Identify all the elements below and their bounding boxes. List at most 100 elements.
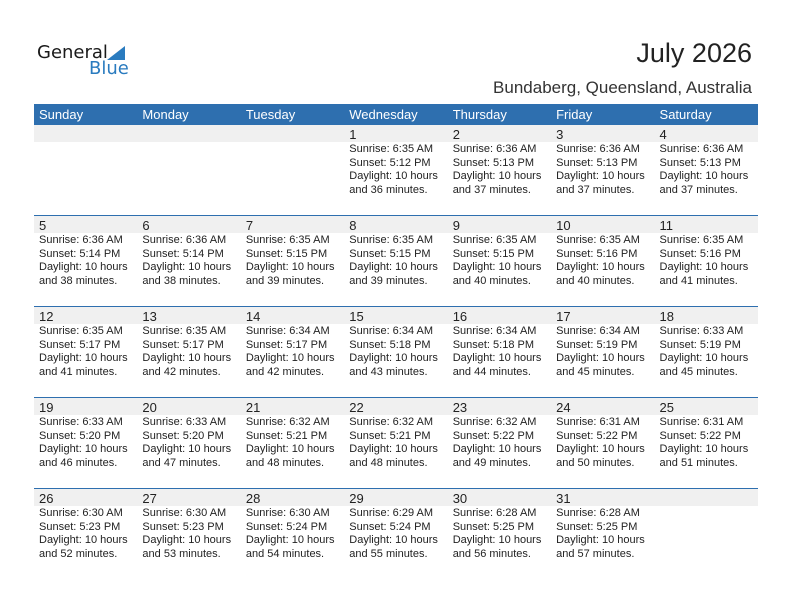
day-number-band	[551, 216, 655, 233]
sunset-text: Sunset: 5:13 PM	[452, 156, 535, 169]
sunrise-text: Sunrise: 6:32 AM	[245, 416, 330, 428]
sunrise-text: Sunrise: 6:36 AM	[452, 143, 537, 155]
day-sun-info: Sunrise: 6:33 AM Sunset: 5:19 PM Daylight:…	[655, 325, 758, 379]
sunrise-text: Sunrise: 6:28 AM	[556, 507, 640, 519]
calendar-week-row: 12 Sunrise: 6:35 AM Sunset: 5:17 PM Dayligh…	[34, 306, 758, 397]
day-cell: 22 Sunrise: 6:32 AM Sunset: 5:21 PM Dayligh…	[344, 398, 448, 488]
daylight-text: Daylight: 10 hours	[659, 443, 749, 455]
day-cell: 16 Sunrise: 6:34 AM Sunset: 5:18 PM Dayligh…	[447, 307, 552, 397]
minutes-text: and 54 minutes.	[245, 547, 325, 560]
day-number-band	[240, 398, 345, 415]
logo-text-general: General	[37, 42, 108, 63]
day-sun-info: Sunrise: 6:28 AM Sunset: 5:25 PM Daylight:…	[551, 507, 654, 561]
day-number: 9	[452, 218, 460, 233]
day-cell: 21 Sunrise: 6:32 AM Sunset: 5:21 PM Dayligh…	[240, 398, 345, 488]
logo-text-blue: Blue	[89, 58, 129, 79]
sunrise-text: Sunrise: 6:35 AM	[245, 234, 330, 246]
minutes-text: and 37 minutes.	[556, 183, 635, 196]
daylight-text: Daylight: 10 hours	[556, 534, 645, 546]
day-sun-info: Sunrise: 6:32 AM Sunset: 5:22 PM Daylight:…	[448, 416, 551, 470]
calendar-week-row: 1 Sunrise: 6:35 AM Sunset: 5:12 PM Daylight…	[34, 125, 758, 215]
day-sun-info: Sunrise: 6:35 AM Sunset: 5:15 PM Daylight:…	[448, 234, 551, 288]
minutes-text: and 40 minutes.	[556, 274, 635, 287]
weekday-monday: Monday	[142, 107, 189, 122]
day-cell: 29 Sunrise: 6:29 AM Sunset: 5:24 PM Dayligh…	[344, 489, 448, 579]
day-sun-info: Sunrise: 6:34 AM Sunset: 5:18 PM Daylight:…	[344, 325, 447, 379]
day-number-band	[34, 125, 138, 142]
minutes-text: and 50 minutes.	[556, 456, 635, 469]
minutes-text: and 46 minutes.	[39, 456, 118, 469]
day-number: 31	[556, 491, 571, 506]
sunrise-text: Sunrise: 6:28 AM	[452, 507, 537, 519]
day-number-band	[344, 307, 448, 324]
minutes-text: and 43 minutes.	[349, 365, 428, 378]
minutes-text: and 48 minutes.	[349, 456, 428, 469]
calendar-week-row: 5 Sunrise: 6:36 AM Sunset: 5:14 PM Daylight…	[34, 215, 758, 306]
day-number-band	[34, 489, 138, 506]
sunrise-text: Sunrise: 6:33 AM	[142, 416, 227, 428]
minutes-text: and 57 minutes.	[556, 547, 635, 560]
day-cell: 13 Sunrise: 6:35 AM Sunset: 5:17 PM Dayligh…	[137, 307, 241, 397]
sunset-text: Sunset: 5:16 PM	[659, 247, 741, 260]
day-cell: 25 Sunrise: 6:31 AM Sunset: 5:22 PM Dayligh…	[654, 398, 758, 488]
day-number: 5	[39, 218, 47, 233]
day-sun-info: Sunrise: 6:32 AM Sunset: 5:21 PM Daylight:…	[241, 416, 344, 470]
minutes-text: and 41 minutes.	[39, 365, 118, 378]
daylight-text: Daylight: 10 hours	[556, 170, 645, 182]
day-sun-info: Sunrise: 6:35 AM Sunset: 5:15 PM Daylight:…	[241, 234, 344, 288]
minutes-text: and 36 minutes.	[349, 183, 428, 196]
day-cell: 27 Sunrise: 6:30 AM Sunset: 5:23 PM Dayligh…	[137, 489, 241, 579]
sunset-text: Sunset: 5:15 PM	[452, 247, 535, 260]
day-cell: 4 Sunrise: 6:36 AM Sunset: 5:13 PM Daylight…	[654, 125, 758, 215]
day-number: 23	[452, 400, 468, 415]
empty-day-cell	[654, 489, 758, 579]
minutes-text: and 40 minutes.	[452, 274, 531, 287]
day-sun-info: Sunrise: 6:35 AM Sunset: 5:15 PM Daylight:…	[344, 234, 447, 288]
weekday-thursday: Thursday	[452, 107, 507, 122]
sunrise-text: Sunrise: 6:35 AM	[452, 234, 537, 246]
sunset-text: Sunset: 5:13 PM	[556, 156, 638, 169]
day-number-band	[447, 216, 552, 233]
empty-day-cell	[137, 125, 241, 215]
day-cell: 1 Sunrise: 6:35 AM Sunset: 5:12 PM Daylight…	[344, 125, 448, 215]
sunrise-text: Sunrise: 6:33 AM	[39, 416, 123, 428]
daylight-text: Daylight: 10 hours	[349, 443, 438, 455]
empty-day-cell	[34, 125, 138, 215]
daylight-text: Daylight: 10 hours	[556, 352, 645, 364]
day-cell: 12 Sunrise: 6:35 AM Sunset: 5:17 PM Dayligh…	[34, 307, 138, 397]
sunrise-text: Sunrise: 6:35 AM	[349, 234, 434, 246]
sunrise-text: Sunrise: 6:36 AM	[39, 234, 123, 246]
daylight-text: Daylight: 10 hours	[39, 443, 128, 455]
sunset-text: Sunset: 5:19 PM	[556, 338, 638, 351]
day-number: 8	[349, 218, 357, 233]
day-cell: 2 Sunrise: 6:36 AM Sunset: 5:13 PM Daylight…	[447, 125, 552, 215]
day-sun-info: Sunrise: 6:36 AM Sunset: 5:13 PM Daylight:…	[655, 143, 758, 197]
day-number-band	[34, 398, 138, 415]
day-number-band	[447, 398, 552, 415]
daylight-text: Daylight: 10 hours	[39, 352, 128, 364]
day-number-band	[137, 216, 241, 233]
day-sun-info: Sunrise: 6:29 AM Sunset: 5:24 PM Daylight:…	[344, 507, 447, 561]
day-number-band	[551, 307, 655, 324]
day-cell: 9 Sunrise: 6:35 AM Sunset: 5:15 PM Daylight…	[447, 216, 552, 306]
sunrise-text: Sunrise: 6:35 AM	[349, 143, 434, 155]
daylight-text: Daylight: 10 hours	[142, 443, 232, 455]
day-number: 27	[142, 491, 157, 506]
minutes-text: and 48 minutes.	[245, 456, 325, 469]
minutes-text: and 47 minutes.	[142, 456, 221, 469]
day-number: 15	[349, 309, 364, 324]
day-number: 20	[142, 400, 157, 415]
weekday-header-row: Sunday Monday Tuesday Wednesday Thursday Frid…	[34, 104, 758, 125]
day-number: 28	[245, 491, 261, 506]
minutes-text: and 38 minutes.	[39, 274, 118, 287]
day-sun-info: Sunrise: 6:35 AM Sunset: 5:17 PM Daylight:…	[137, 325, 240, 379]
sunrise-text: Sunrise: 6:31 AM	[659, 416, 744, 428]
daylight-text: Daylight: 10 hours	[39, 534, 128, 546]
sunrise-text: Sunrise: 6:35 AM	[39, 325, 123, 337]
day-number-band	[137, 489, 241, 506]
day-cell: 7 Sunrise: 6:35 AM Sunset: 5:15 PM Daylight…	[240, 216, 345, 306]
daylight-text: Daylight: 10 hours	[659, 170, 749, 182]
day-number-band	[447, 307, 552, 324]
minutes-text: and 55 minutes.	[349, 547, 428, 560]
day-sun-info: Sunrise: 6:36 AM Sunset: 5:13 PM Daylight:…	[448, 143, 551, 197]
